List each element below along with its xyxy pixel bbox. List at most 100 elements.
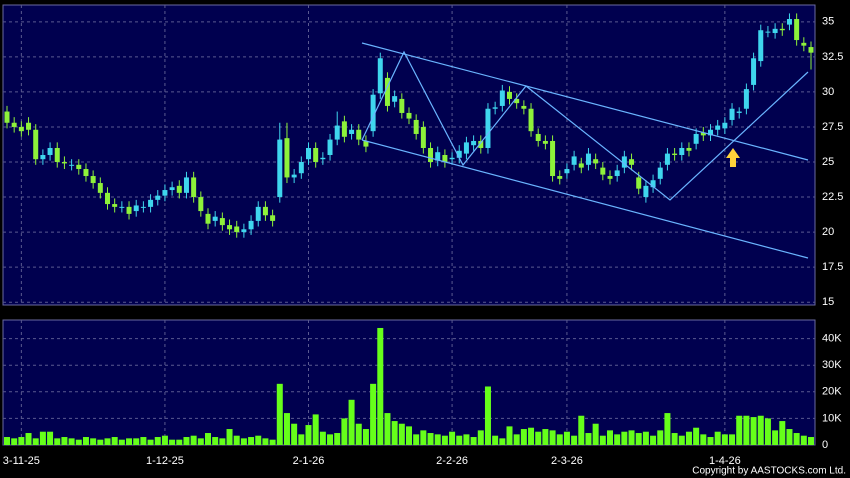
candle-body [406, 112, 412, 119]
volume-bar [607, 430, 613, 445]
candle-body [600, 167, 606, 175]
y-tick-label: 20K [822, 386, 842, 398]
candle-body [542, 140, 548, 144]
candle-body [772, 28, 778, 34]
candle-body [212, 216, 218, 221]
candle-body [521, 105, 527, 109]
volume-bar [269, 439, 276, 445]
volume-bar [240, 438, 247, 445]
volume-bar [291, 423, 298, 445]
candle-body [54, 147, 60, 163]
volume-bar [25, 433, 32, 445]
volume-bar [434, 434, 441, 445]
y-tick-label: 0 [822, 439, 828, 451]
volume-bar [298, 434, 305, 445]
candle-body [377, 58, 383, 94]
candle-body [320, 157, 326, 160]
candle-body [629, 159, 635, 165]
volume-bar [190, 435, 197, 445]
candle-body [162, 190, 168, 196]
volume-bar [133, 438, 140, 445]
candle-body [751, 58, 757, 85]
volume-bar [520, 429, 527, 445]
volume-bar [707, 437, 714, 445]
volume-bar [4, 437, 10, 445]
candle-body [313, 147, 319, 163]
candle-body [334, 125, 340, 140]
candle-body [535, 133, 541, 141]
candle-body [664, 153, 670, 165]
candle-body [571, 156, 577, 165]
volume-bar [513, 434, 520, 445]
volume-bar [126, 438, 133, 445]
candle-body [557, 176, 563, 179]
candle-body [198, 197, 204, 212]
candle-body [779, 28, 785, 31]
volume-bar [391, 421, 398, 445]
candle-body [356, 129, 362, 140]
volume-bar [39, 431, 46, 445]
candle-body [227, 225, 233, 230]
volume-bar [327, 434, 334, 445]
volume-bar [90, 438, 97, 445]
candle-body [349, 129, 355, 134]
volume-bar [312, 414, 319, 445]
candle-body [47, 147, 53, 155]
volume-bar [413, 434, 420, 445]
volume-bar [276, 383, 283, 445]
candle-body [478, 140, 484, 148]
label-layer: 15 17.5 20 22.5 25 27.5 30 32.5 35 0 10K 20K 30K 40K 3… [3, 16, 844, 467]
candle-body [363, 140, 369, 147]
volume-bar [176, 439, 183, 445]
candle-body [672, 153, 678, 155]
volume-bar [657, 430, 664, 445]
candle-body [90, 176, 96, 184]
candle-body [657, 167, 663, 179]
candle-body [643, 185, 649, 198]
trend-lines [361, 42, 809, 259]
candle-body [614, 170, 620, 177]
candle-body [327, 139, 333, 155]
volume-bar [599, 435, 606, 445]
volume-bar [362, 429, 369, 445]
candle-body [126, 206, 132, 214]
candle-body [176, 185, 182, 193]
volume-bar [506, 426, 513, 445]
volume-bar [614, 434, 621, 445]
candle-body [40, 155, 46, 160]
candle-body [765, 31, 771, 33]
volume-bar [449, 431, 456, 445]
volume-bar [685, 431, 692, 445]
volume-bar [484, 386, 491, 445]
candle-body [794, 19, 800, 41]
candle-body [729, 108, 735, 120]
volume-bar [233, 435, 240, 445]
candle-body [61, 162, 67, 164]
candle-body [499, 90, 505, 106]
volume-bar [154, 437, 161, 445]
candle-body [413, 119, 419, 134]
volume-bar [456, 435, 463, 445]
volume-bar [82, 437, 89, 445]
price-panel [2, 4, 816, 306]
candle-body [241, 229, 247, 233]
volume-bar [642, 431, 649, 445]
volume-bar [47, 431, 54, 445]
candle-body [18, 126, 24, 132]
volume-bar [528, 427, 535, 445]
candle-body [392, 96, 398, 102]
zigzag-line [361, 50, 809, 201]
volume-bar [161, 435, 168, 445]
volume-bar [197, 438, 204, 445]
volume-bar [743, 415, 750, 445]
candle-body [33, 129, 39, 160]
volume-bar [319, 431, 326, 445]
x-tick-label: 2-2-26 [436, 455, 468, 467]
volume-bar [262, 438, 269, 445]
y-tick-label: 32.5 [822, 51, 843, 63]
volume-bar [118, 439, 125, 445]
candle-body [593, 159, 599, 164]
volume-bar [427, 433, 434, 445]
volume-bar [377, 327, 384, 445]
volume-bar [736, 415, 743, 445]
